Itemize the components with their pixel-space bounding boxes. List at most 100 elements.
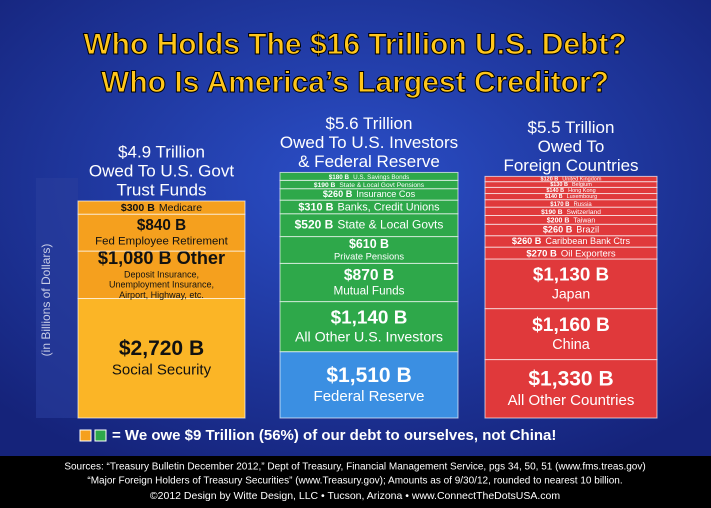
column-heading: & Federal Reserve	[298, 152, 440, 171]
segment-label: $180 B U.S. Savings Bonds	[329, 174, 410, 181]
segment-value: $870 B	[344, 267, 394, 284]
segment-value: $130 B	[550, 182, 568, 188]
footer-line: Sources: “Treasury Bulletin December 201…	[64, 462, 645, 473]
column-heading: Owed To U.S. Govt	[89, 161, 234, 180]
segment-note: Deposit Insurance,	[124, 269, 199, 279]
segment-label: $300 B Medicare	[121, 202, 202, 214]
segment-name: Medicare	[159, 202, 202, 214]
segment-name: Federal Reserve	[314, 388, 425, 405]
segment-value: $260 B	[543, 225, 573, 235]
legend-swatch	[79, 429, 92, 442]
title-line: Who Is America’s Largest Creditor?	[101, 66, 609, 99]
segment	[484, 214, 658, 225]
segment-label: $260 B Caribbean Bank Ctrs	[512, 236, 631, 246]
segment-note: Airport, Highway, etc.	[119, 290, 204, 300]
segment-label: $260 B Brazil	[543, 225, 599, 235]
segment	[77, 213, 246, 252]
segment-value: $200 B	[547, 217, 570, 224]
segment	[279, 171, 459, 181]
segment-name: Private Pensions	[334, 252, 404, 262]
segment-name: All Other U.S. Investors	[295, 329, 443, 345]
segment-value: $310 B	[298, 201, 333, 213]
segment-label: $120 B United Kingdom	[541, 177, 602, 183]
segment-label: $130 B Belgium	[550, 182, 592, 188]
segment	[77, 250, 246, 300]
segment	[484, 359, 658, 419]
column-heading: $5.5 Trillion	[528, 118, 615, 137]
segment-value: $1,330 B	[528, 368, 613, 391]
segment-value: $610 B	[349, 237, 389, 251]
segment-name: Caribbean Bank Ctrs	[545, 236, 630, 246]
segment-name: State & Local Govts	[337, 218, 443, 232]
segment-value: $140 B	[545, 195, 563, 201]
segment	[279, 262, 459, 303]
segment-value: $1,510 B	[326, 364, 411, 387]
segment-name: Mutual Funds	[334, 285, 405, 298]
footer-line: “Major Foreign Holders of Treasury Secur…	[87, 476, 622, 487]
segment-value: $1,080 B Other	[98, 248, 225, 268]
segment	[279, 301, 459, 353]
segment-name: Insurance Cos	[356, 189, 415, 199]
segment-label: $310 B Banks, Credit Unions	[298, 201, 440, 213]
segment-value: $120 B	[541, 177, 559, 183]
segment-value: $190 B	[314, 182, 336, 189]
segment-name: China	[552, 337, 590, 353]
column-heading: $5.6 Trillion	[326, 114, 413, 133]
segment-value: $840 B	[137, 217, 186, 234]
column-heading: Owed To U.S. Investors	[280, 133, 458, 152]
segment-name: All Other Countries	[508, 392, 635, 409]
segment-value: $180 B	[329, 174, 350, 181]
segment-label: $270 B Oil Exporters	[526, 248, 616, 259]
segment	[484, 199, 658, 208]
segment-value: $2,720 B	[119, 337, 204, 360]
segment-label: $200 B Taiwan	[547, 217, 596, 224]
segment-name: Hong Kong	[568, 188, 596, 194]
segment-name: U.S. Savings Bonds	[353, 174, 409, 181]
segment-note: Unemployment Insurance,	[109, 280, 214, 290]
segment-label: $260 B Insurance Cos	[323, 189, 416, 199]
segment-value: $300 B	[121, 202, 155, 214]
segment	[484, 308, 658, 361]
segment-name: Brazil	[576, 225, 599, 235]
segment	[484, 175, 658, 183]
legend-swatch	[94, 429, 107, 442]
segment-name: Russia	[574, 201, 593, 207]
axis-strip	[36, 178, 78, 418]
column-heading: Trust Funds	[116, 180, 206, 199]
segment-value: $270 B	[526, 248, 557, 259]
segment-name: Japan	[552, 285, 590, 301]
column-heading: Owed To	[538, 137, 605, 156]
segment-value: $1,140 B	[331, 307, 408, 328]
segment-label: $190 B Switzerland	[541, 209, 601, 216]
segment-name: Social Security	[112, 361, 212, 378]
title-line: Who Holds The $16 Trillion U.S. Debt?	[83, 28, 626, 61]
footer-background	[0, 456, 711, 508]
segment-value: $260 B	[512, 236, 542, 246]
segment-label: $190 B State & Local Govt Pensions	[314, 182, 425, 189]
segment-name: Taiwan	[573, 217, 595, 224]
y-axis-label: (in Billions of Dollars)	[39, 244, 53, 357]
segment	[77, 298, 246, 419]
segment-name: Oil Exporters	[561, 248, 616, 259]
segment-value: $1,160 B	[532, 315, 610, 336]
segment-label: $140 B Hong Kong	[546, 188, 595, 194]
segment-name: Belgium	[572, 182, 592, 188]
segment-value: $140 B	[546, 188, 564, 194]
segment-label: $170 B Russia	[550, 201, 592, 207]
segment-value: $1,130 B	[533, 264, 609, 285]
segment-value: $190 B	[541, 209, 563, 216]
segment-name: State & Local Govt Pensions	[339, 182, 424, 189]
segment	[484, 258, 658, 310]
segment-value: $260 B	[323, 189, 353, 199]
segment-label: $520 B State & Local Govts	[295, 218, 444, 232]
legend-text: = We owe $9 Trillion (56%) of our debt t…	[112, 427, 556, 444]
segment-name: Fed Employee Retirement	[95, 235, 229, 247]
column-heading: $4.9 Trillion	[118, 142, 205, 161]
segment-label: $140 B Luxembourg	[545, 195, 597, 201]
footer-line: ©2012 Design by Witte Design, LLC • Tucs…	[150, 490, 560, 502]
segment-value: $520 B	[295, 218, 334, 232]
segment-name: Switzerland	[567, 209, 602, 216]
segment-name: Luxembourg	[567, 195, 598, 201]
segment	[77, 200, 246, 215]
